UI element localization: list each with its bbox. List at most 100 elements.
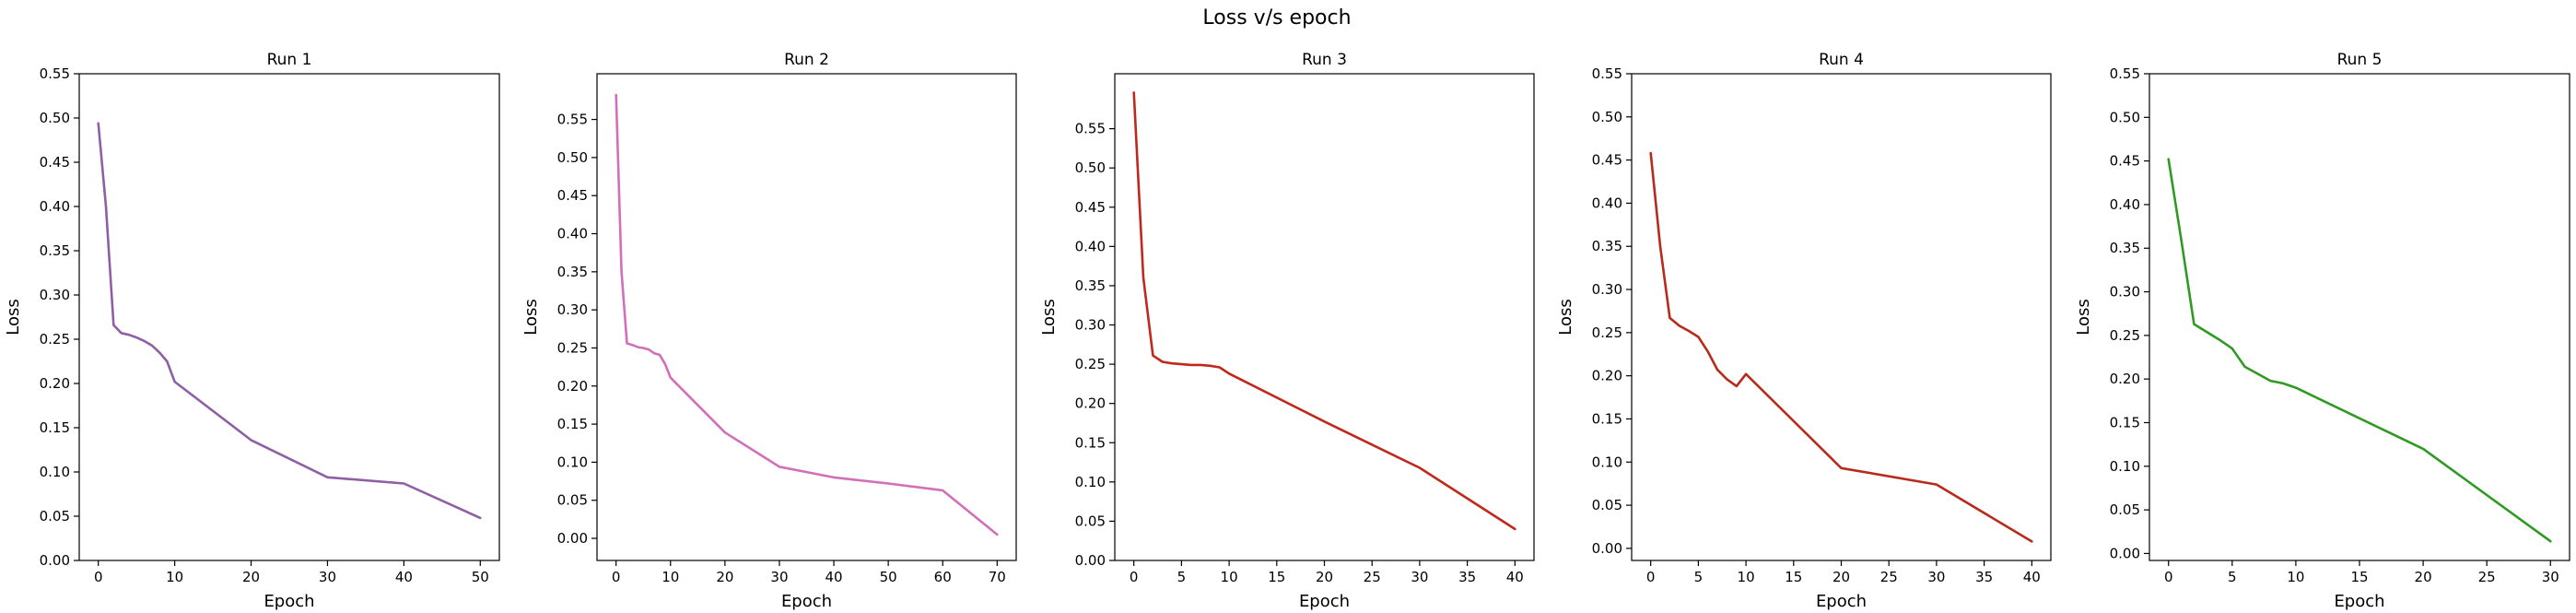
y-tick-label: 0.30 — [40, 287, 70, 303]
x-tick-label: 50 — [472, 569, 489, 585]
y-axis-label: Loss — [1556, 299, 1575, 335]
axes-frame — [596, 73, 1017, 561]
x-tick-label: 30 — [770, 569, 788, 585]
y-tick-label: 0.50 — [40, 110, 70, 126]
y-tick-label: 0.55 — [1592, 65, 1622, 82]
x-tick-label: 0 — [1646, 569, 1656, 585]
y-tick-label: 0.45 — [40, 154, 70, 171]
y-tick-label: 0.15 — [1075, 434, 1106, 451]
y-tick-label: 0.45 — [1592, 152, 1622, 169]
x-tick-label: 35 — [1975, 569, 1993, 585]
y-tick-label: 0.25 — [2110, 327, 2140, 344]
x-tick-label: 40 — [1506, 569, 1524, 585]
axes-frame — [1114, 73, 1535, 561]
x-tick-label: 10 — [662, 569, 679, 585]
subplot-run-1: 0 10 20 30 40 50 0.00 0.05 0.10 0.15 0.20 0.25 0.30 0… — [4, 51, 500, 611]
axes-frame — [2149, 73, 2570, 561]
y-tick-label: 0.20 — [40, 375, 70, 392]
x-tick-label: 60 — [934, 569, 952, 585]
y-tick-label: 0.30 — [2110, 284, 2140, 301]
x-tick-label: 15 — [2350, 569, 2368, 585]
y-tick-label: 0.45 — [1075, 199, 1106, 216]
subplot-title: Run 3 — [1302, 51, 1347, 69]
x-tick-label: 30 — [2542, 569, 2559, 585]
y-tick-label: 0.25 — [1075, 356, 1106, 372]
x-tick-label: 20 — [1832, 569, 1850, 585]
x-tick-label: 40 — [395, 569, 413, 585]
subplot-title: Run 5 — [2337, 51, 2383, 69]
y-tick-label: 0.35 — [1075, 277, 1106, 294]
y-tick-label: 0.00 — [1592, 540, 1622, 557]
y-tick-label: 0.35 — [1592, 238, 1622, 254]
x-tick-label: 35 — [1458, 569, 1476, 585]
x-tick-label: 5 — [1177, 569, 1187, 585]
x-tick-label: 20 — [242, 569, 260, 585]
y-tick-label: 0.55 — [557, 112, 588, 128]
series-line — [615, 93, 999, 536]
y-tick-label: 0.10 — [2110, 458, 2140, 475]
y-tick-label: 0.05 — [1592, 497, 1622, 513]
x-tick-label: 30 — [1411, 569, 1428, 585]
x-tick-label: 25 — [2478, 569, 2496, 585]
x-tick-label: 20 — [2415, 569, 2432, 585]
y-tick-label: 0.05 — [557, 492, 588, 509]
subplot-title: Run 2 — [784, 51, 829, 69]
y-tick-label: 0.45 — [557, 187, 588, 204]
y-tick-label: 0.10 — [1592, 454, 1622, 470]
y-tick-label: 0.00 — [40, 552, 70, 569]
y-tick-label: 0.50 — [557, 149, 588, 166]
y-tick-label: 0.40 — [557, 226, 588, 242]
x-tick-label: 0 — [1130, 569, 1139, 585]
x-tick-label: 5 — [2228, 569, 2237, 585]
axes-frame — [1631, 73, 2052, 561]
x-tick-label: 40 — [2023, 569, 2041, 585]
x-tick-label: 40 — [825, 569, 842, 585]
x-tick-label: 0 — [2164, 569, 2173, 585]
x-tick-label: 25 — [1364, 569, 1381, 585]
x-tick-label: 5 — [1694, 569, 1704, 585]
x-tick-label: 70 — [989, 569, 1006, 585]
y-tick-label: 0.25 — [40, 331, 70, 348]
y-tick-label: 0.20 — [557, 378, 588, 395]
subplot-title: Run 4 — [1819, 51, 1864, 69]
series-line — [2167, 158, 2552, 543]
x-tick-label: 25 — [1880, 569, 1898, 585]
y-tick-label: 0.30 — [1592, 281, 1622, 298]
axes-frame — [78, 73, 500, 561]
y-tick-label: 0.30 — [557, 301, 588, 318]
x-tick-label: 0 — [612, 569, 621, 585]
y-tick-label: 0.00 — [557, 530, 588, 547]
x-tick-label: 20 — [716, 569, 733, 585]
y-tick-label: 0.20 — [2110, 371, 2140, 387]
x-tick-label: 10 — [2287, 569, 2304, 585]
x-axis-label: Epoch — [1299, 592, 1350, 611]
y-tick-label: 0.55 — [2110, 65, 2140, 82]
y-tick-label: 0.40 — [1592, 195, 1622, 211]
y-tick-label: 0.55 — [40, 65, 70, 82]
y-tick-label: 0.35 — [40, 242, 70, 259]
y-tick-label: 0.45 — [2110, 153, 2140, 170]
x-tick-label: 30 — [1927, 569, 1945, 585]
y-tick-label: 0.50 — [2110, 109, 2140, 125]
x-axis-label: Epoch — [263, 592, 314, 611]
x-tick-label: 10 — [1738, 569, 1755, 585]
y-axis-label: Loss — [2074, 299, 2093, 335]
y-tick-label: 0.00 — [2110, 545, 2140, 561]
series-line — [1132, 91, 1516, 531]
y-tick-label: 0.20 — [1592, 368, 1622, 384]
subplot-title: Run 1 — [267, 51, 312, 69]
series-line — [97, 122, 482, 520]
y-tick-label: 0.40 — [40, 198, 70, 215]
x-axis-label: Epoch — [1816, 592, 1867, 611]
x-tick-label: 15 — [1268, 569, 1285, 585]
y-tick-label: 0.35 — [2110, 240, 2140, 256]
y-axis-label: Loss — [521, 299, 541, 335]
y-tick-label: 0.05 — [1075, 513, 1106, 529]
y-tick-label: 0.15 — [40, 419, 70, 436]
x-axis-label: Epoch — [781, 592, 832, 611]
subplot-run-5: 0 5 10 15 20 25 30 0.00 0.05 0.10 0.15 0.20 0.25 0.30… — [2074, 51, 2570, 611]
x-tick-label: 10 — [1221, 569, 1238, 585]
y-tick-label: 0.10 — [557, 454, 588, 470]
y-tick-label: 0.50 — [1592, 109, 1622, 125]
y-tick-label: 0.00 — [1075, 552, 1106, 569]
